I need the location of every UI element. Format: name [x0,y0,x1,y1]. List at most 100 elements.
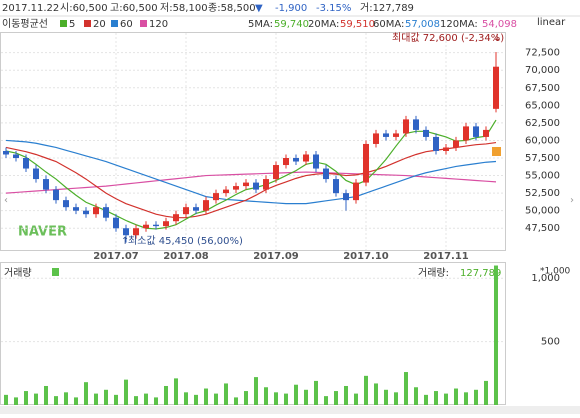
volume-bar [14,397,18,405]
volume-bar [214,393,218,405]
volume-bar [64,392,68,405]
volume-bar [164,385,168,405]
volume-bar [284,393,288,405]
x-tick-label: 2017.08 [163,251,209,262]
ma-name: 20MA: [308,19,339,30]
volume-bar [434,391,438,405]
candle-body [333,179,339,194]
volume-bar [404,372,408,405]
volume-bar [484,380,488,405]
volume-bar [114,394,118,405]
candle-body [53,189,59,201]
logo: NAVER [18,225,67,240]
candle-body [33,168,39,180]
y-tick-label: 65,000 [525,100,560,111]
candle-body [263,179,269,190]
candle-body [153,224,159,227]
candle-body [213,193,219,201]
volume-bar [264,387,268,405]
candle-body [193,207,199,211]
scale: linear [537,17,566,28]
volume-bar [384,389,388,405]
candle-body [413,119,419,130]
y-tick-label: 50,000 [525,206,560,217]
open: 시:60,500 [60,2,108,14]
candle-body [133,228,139,236]
candle-body [93,207,99,215]
volume-label: 거래량: [418,267,449,279]
candle-body [363,143,369,183]
candle-body [173,214,179,222]
candle-body [473,126,479,137]
volume-panel [0,262,506,405]
volume-bar [324,396,328,405]
volume-bar [294,384,298,405]
y-tick-label: 70,000 [525,65,560,76]
candle-body [293,158,299,162]
legend-label: 20 [93,19,106,30]
legend-swatch [111,20,118,27]
volume-bar [144,393,148,405]
max-annotation: 최대값 72,600 (-2,34%) [392,32,504,44]
volume-bar [184,392,188,405]
candle-body [273,165,279,180]
volume-bar [424,394,428,405]
volume-bar [394,392,398,405]
volume-bar [414,387,418,405]
ma-value: 59,510 [340,19,375,30]
unit-note: *1,000 [540,267,571,277]
volume-bar [254,377,258,405]
volume-bar [154,397,158,405]
volume-bar [444,393,448,405]
change: -1,900 [275,3,307,14]
candle-body [403,119,409,134]
candle-body [373,133,379,144]
close: 종:58,500 [208,2,256,14]
volume-bar [44,385,48,405]
nav-right[interactable]: › [570,195,574,206]
legend-label: 60 [120,19,133,30]
volume-title: 거래량 [4,267,32,279]
ma-line [5,139,497,205]
candle-body [143,224,149,229]
volume-bar [174,378,178,405]
legend-label: 120 [149,19,168,30]
x-tick-label: 2017.09 [253,251,299,262]
volume-bar [4,394,8,405]
volume-bar [474,389,478,405]
scrollbar[interactable] [0,406,580,414]
candle-body [353,182,359,201]
y-tick-label: 67,500 [525,83,560,94]
volume-bar [304,389,308,405]
volume-bar [74,397,78,405]
volume-bar [364,375,368,405]
nav-left[interactable]: ‹ [4,195,8,206]
y-tick-label: 47,500 [525,223,560,234]
y-tick-label: 60,000 [525,135,560,146]
y-tick-label: 500 [541,337,560,348]
candle-body [13,154,19,159]
ma-line [5,119,497,230]
candle-body [303,154,309,162]
volume-bar [204,388,208,405]
y-tick-label: 57,500 [525,153,560,164]
candle-body [233,186,239,190]
volume-bar [194,394,198,405]
volume-bar [24,391,28,405]
candle-body [3,150,9,155]
volume-bar [454,388,458,405]
candle-body [163,221,169,227]
candle-body [223,189,229,194]
candle-body [493,66,499,109]
candle-body [123,228,129,236]
ma-value: 54,098 [482,19,517,30]
low: 저:58,100 [160,2,208,14]
candle-body [73,207,79,211]
y-tick-label: 72,500 [525,48,560,59]
volume-bar [244,391,248,405]
volume-bar [94,393,98,405]
candle-body [253,182,259,190]
volume-bar [344,385,348,405]
candle-body [323,168,329,180]
